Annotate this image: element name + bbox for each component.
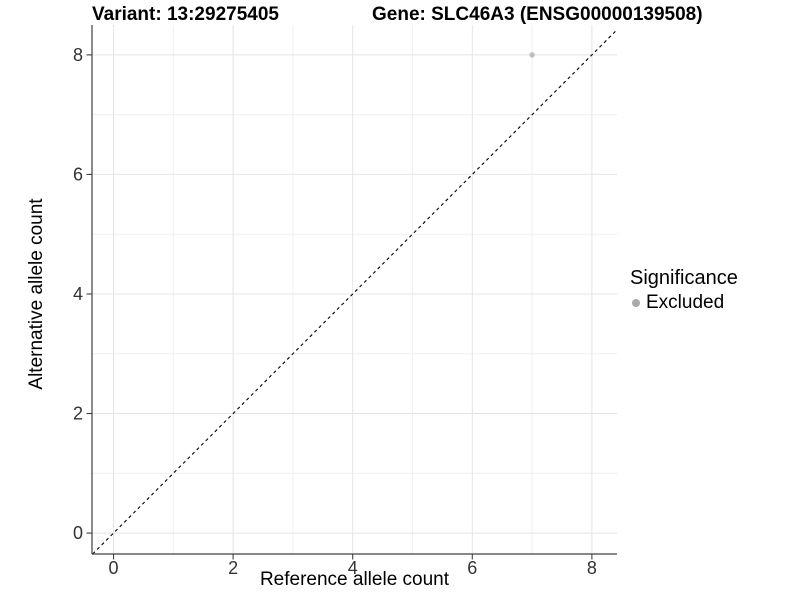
y-tick-label: 6 (73, 164, 83, 184)
y-axis-title: Alternative allele count (26, 198, 47, 390)
legend-item-excluded: Excluded (630, 292, 738, 314)
legend: Significance Excluded (630, 267, 738, 314)
legend-key-dot-icon (632, 299, 640, 307)
data-point (529, 52, 535, 58)
legend-item-label: Excluded (646, 292, 725, 313)
y-tick-label: 4 (73, 284, 83, 304)
identity-reference-line (92, 29, 618, 555)
x-tick-label: 0 (109, 558, 119, 578)
plot-title-variant: Variant: 13:29275405 (92, 4, 279, 25)
legend-title: Significance (630, 267, 738, 289)
y-tick-label: 8 (73, 45, 83, 65)
x-tick-label: 4 (348, 558, 358, 578)
x-tick-label: 8 (587, 558, 597, 578)
x-axis-title: Reference allele count (259, 569, 450, 590)
plot-title-gene: Gene: SLC46A3 (ENSG00000139508) (372, 4, 703, 25)
y-tick-label: 0 (73, 523, 83, 543)
x-tick-label: 6 (467, 558, 477, 578)
y-tick-label: 2 (73, 404, 83, 424)
x-tick-label: 2 (228, 558, 238, 578)
